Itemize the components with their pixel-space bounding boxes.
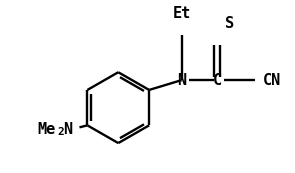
Text: Me: Me xyxy=(37,122,56,137)
Text: 2: 2 xyxy=(58,127,64,137)
Text: C: C xyxy=(213,73,222,88)
Text: Et: Et xyxy=(173,6,191,21)
Text: N: N xyxy=(177,73,186,88)
Text: S: S xyxy=(225,16,234,31)
Text: N: N xyxy=(64,122,73,137)
Text: CN: CN xyxy=(263,73,281,88)
